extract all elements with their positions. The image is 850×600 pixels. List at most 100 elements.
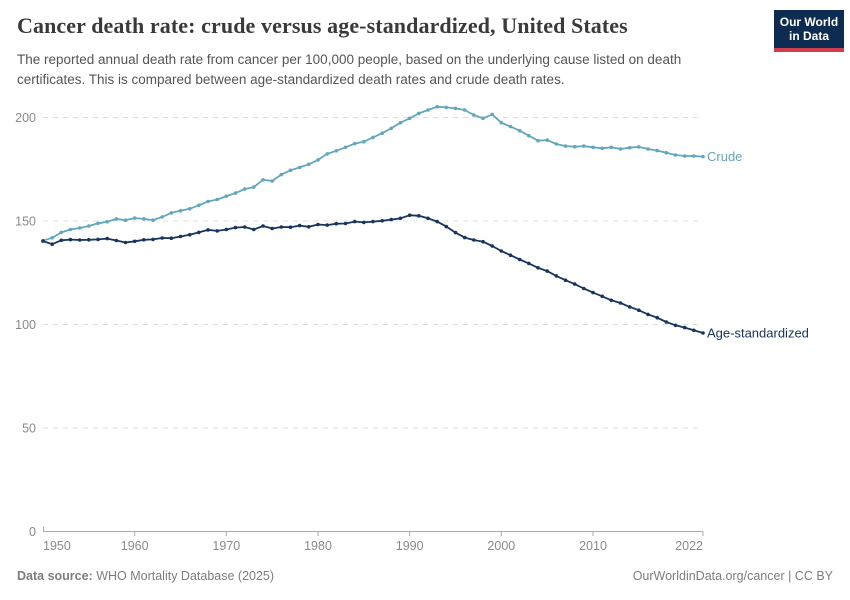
series-point: [279, 225, 284, 229]
series-point: [334, 221, 339, 226]
series-point: [270, 226, 275, 231]
series-point: [682, 325, 687, 330]
series-point: [673, 323, 678, 328]
series-point: [407, 116, 412, 121]
series-point: [618, 147, 623, 151]
series-point: [297, 165, 302, 170]
series-point: [169, 236, 174, 240]
series-point: [334, 149, 339, 153]
series-point: [151, 218, 155, 222]
series-point: [325, 223, 330, 227]
series-point: [160, 236, 164, 240]
series-point: [316, 222, 320, 227]
series-point: [682, 154, 687, 158]
series-point: [481, 239, 485, 244]
owid-logo-box: Our World in Data: [774, 10, 844, 48]
series-point: [307, 225, 311, 229]
series-point: [187, 207, 192, 211]
series-point: [197, 230, 201, 235]
series-point: [692, 328, 696, 333]
series-point: [545, 269, 549, 273]
series-point: [499, 249, 504, 253]
series-point: [407, 213, 412, 217]
series-point: [362, 220, 366, 225]
series-point: [554, 142, 559, 146]
series-point: [389, 217, 394, 222]
series-point: [41, 239, 45, 243]
series-point: [563, 144, 568, 148]
series-point: [627, 305, 632, 309]
series-point: [481, 116, 485, 121]
series-point: [297, 223, 302, 228]
series-point: [77, 226, 82, 230]
series-label-crude[interactable]: Crude: [707, 149, 742, 164]
series-point: [352, 141, 357, 146]
series-point: [426, 216, 430, 221]
series-point: [435, 104, 440, 109]
x-axis-tick-label: 1990: [396, 539, 424, 553]
series-point: [197, 203, 201, 208]
owid-logo-line2: in Data: [788, 29, 829, 43]
series-point: [664, 150, 669, 155]
page-title: Cancer death rate: crude versus age-stan…: [17, 13, 628, 38]
series-point: [233, 225, 238, 230]
series-point: [206, 228, 210, 232]
series-point: [59, 238, 64, 243]
series-point: [114, 217, 119, 221]
y-axis-tick-label: 150: [15, 215, 36, 229]
series-point: [701, 154, 705, 159]
series-point: [462, 108, 467, 112]
series-point: [692, 154, 696, 158]
series-point: [380, 219, 385, 223]
series-line-age-standardized[interactable]: [42, 214, 704, 334]
series-point: [169, 211, 174, 215]
series-point: [68, 227, 73, 232]
series-point: [701, 331, 705, 335]
series-point: [187, 232, 192, 237]
series-point: [545, 138, 549, 142]
series-point: [417, 214, 421, 218]
y-axis-tick-label: 100: [15, 318, 36, 332]
series-point: [499, 120, 504, 125]
series-point: [151, 237, 155, 242]
series-point: [288, 225, 293, 229]
series-point: [242, 187, 247, 191]
series-point: [261, 224, 265, 228]
data-source-note: Data source: WHO Mortality Database (202…: [17, 569, 274, 583]
series-point: [178, 234, 183, 239]
owid-license-link[interactable]: OurWorldinData.org/cancer | CC BY: [632, 569, 833, 583]
owid-logo[interactable]: Our World in Data: [774, 10, 844, 52]
series-point: [536, 266, 540, 270]
series-point: [142, 217, 146, 221]
series-point: [609, 145, 614, 150]
series-point: [178, 208, 183, 213]
series-point: [646, 312, 650, 317]
y-axis-tick-label: 50: [22, 422, 36, 436]
series-point: [527, 261, 531, 266]
series-point: [417, 111, 421, 116]
y-axis-tick-label: 200: [15, 111, 36, 125]
series-point: [316, 158, 320, 162]
series-point: [224, 227, 229, 232]
series-point: [572, 144, 577, 149]
x-axis-tick-label: 1960: [121, 539, 149, 553]
series-point: [591, 145, 595, 150]
series-point: [453, 106, 458, 111]
series-point: [444, 224, 449, 229]
series-point: [215, 229, 219, 233]
series-point: [517, 128, 522, 133]
series-point: [242, 225, 247, 229]
series-point: [224, 194, 229, 198]
owid-logo-line1: Our World: [779, 14, 839, 29]
series-point: [554, 274, 559, 278]
series-point: [123, 218, 128, 222]
series-point: [362, 139, 366, 144]
series-point: [490, 244, 495, 248]
series-point: [50, 242, 54, 246]
series-point: [673, 153, 678, 157]
series-point: [600, 146, 604, 151]
series-label-age-standardized[interactable]: Age-standardized: [707, 325, 809, 340]
series-point: [582, 286, 586, 291]
series-point: [50, 236, 54, 240]
series-point: [600, 294, 604, 299]
